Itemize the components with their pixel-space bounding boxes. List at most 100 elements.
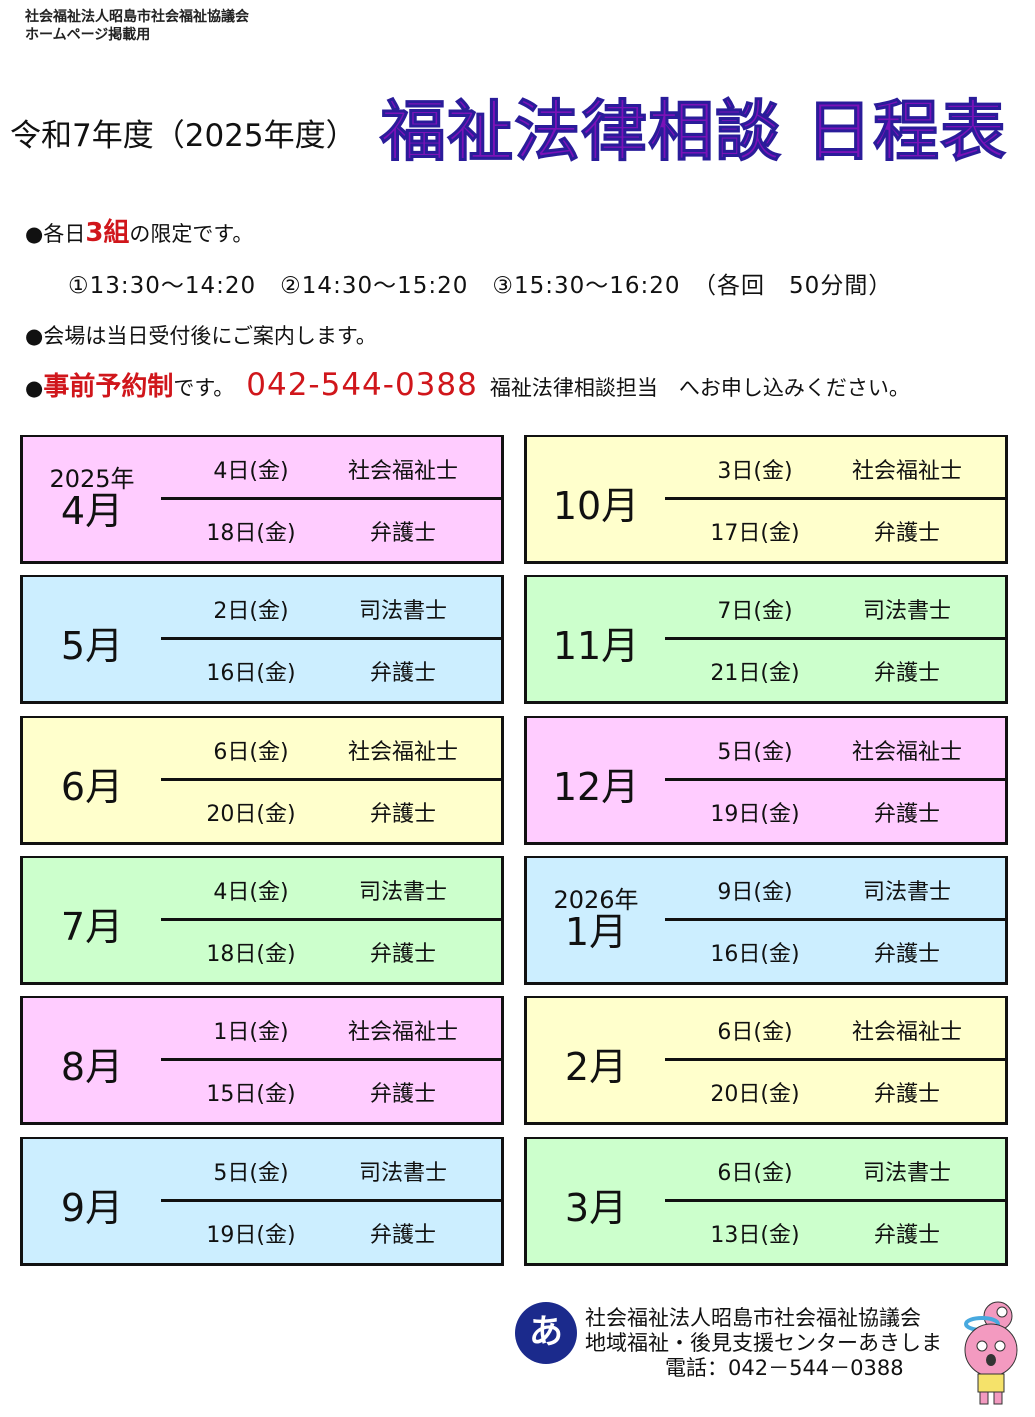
mascot-character-icon bbox=[964, 1301, 1018, 1405]
month-box: 9月 5日(金) 司法書士 19日(金) 弁護士 bbox=[20, 1136, 504, 1266]
consult-date: 19日(金) bbox=[206, 1222, 296, 1248]
row-divider bbox=[161, 1058, 501, 1062]
consult-date: 4日(金) bbox=[213, 459, 289, 484]
month-label: 3月 bbox=[564, 1185, 628, 1230]
row-divider bbox=[161, 637, 501, 641]
footer-center: 地域福祉・後見支援センターあきしま bbox=[585, 1331, 942, 1355]
consultant-type: 弁護士 bbox=[369, 1222, 436, 1248]
month-label: 7月 bbox=[60, 904, 124, 949]
consultant-type: 社会福祉士 bbox=[851, 1020, 962, 1046]
consultant-type: 社会福祉士 bbox=[347, 1020, 458, 1046]
consultant-type: 司法書士 bbox=[358, 599, 447, 625]
consult-date: 6日(金) bbox=[213, 739, 289, 765]
row-divider bbox=[665, 1058, 1005, 1062]
month-label: 5月 bbox=[60, 624, 124, 669]
phone-number[interactable]: 042-544-0388 bbox=[246, 367, 478, 403]
consult-date: 19日(金) bbox=[710, 801, 800, 827]
row-divider bbox=[161, 497, 501, 500]
consultant-type: 弁護士 bbox=[873, 521, 940, 546]
reservation-required: 事前予約制 bbox=[43, 372, 174, 402]
consultant-type: 社会福祉士 bbox=[851, 739, 962, 765]
org-header: 社会福祉法人昭島市社会福祉協議会 ホームページ掲載用 bbox=[25, 8, 249, 44]
consult-date: 13日(金) bbox=[710, 1222, 800, 1248]
month-box: 6月 6日(金) 社会福祉士 20日(金) 弁護士 bbox=[20, 715, 504, 845]
org-name: 社会福祉法人昭島市社会福祉協議会 bbox=[25, 9, 249, 25]
month-box: 7月 4日(金) 司法書士 18日(金) 弁護士 bbox=[20, 855, 504, 985]
row-divider bbox=[161, 777, 501, 781]
consultant-type: 司法書士 bbox=[358, 879, 447, 905]
month-label: 4月 bbox=[60, 489, 124, 533]
month-label: 2月 bbox=[564, 1045, 628, 1090]
consult-date: 20日(金) bbox=[710, 1082, 800, 1108]
consultant-type: 社会福祉士 bbox=[851, 459, 962, 484]
info-venue: ●会場は当日受付後にご案内します。 bbox=[25, 324, 377, 348]
consult-date: 4日(金) bbox=[213, 879, 289, 905]
footer-tel: 電話：042－544－0388 bbox=[665, 1356, 904, 1380]
row-divider bbox=[665, 1198, 1005, 1202]
consult-date: 6日(金) bbox=[717, 1160, 793, 1186]
consult-date: 3日(金) bbox=[717, 459, 793, 484]
month-box: 2月 6日(金) 社会福祉士 20日(金) 弁護士 bbox=[524, 996, 1008, 1126]
consult-date: 15日(金) bbox=[206, 1082, 296, 1108]
consult-date: 18日(金) bbox=[206, 941, 296, 967]
consult-date: 5日(金) bbox=[213, 1160, 289, 1186]
consultant-type: 弁護士 bbox=[369, 1082, 436, 1108]
page-title: 福祉法律相談 日程表 bbox=[380, 93, 1007, 171]
month-box: 5月 2日(金) 司法書士 16日(金) 弁護士 bbox=[20, 575, 504, 705]
consultant-type: 弁護士 bbox=[369, 521, 436, 546]
consultant-type: 弁護士 bbox=[369, 941, 436, 967]
info-limit: ●各日3組の限定です。 bbox=[25, 212, 253, 249]
consult-date: 17日(金) bbox=[710, 521, 800, 546]
consultant-type: 弁護士 bbox=[873, 661, 940, 687]
month-box: 2026年 1月 9日(金) 司法書士 16日(金) 弁護士 bbox=[524, 855, 1008, 985]
month-box: 8月 1日(金) 社会福祉士 15日(金) 弁護士 bbox=[20, 996, 504, 1126]
month-box: 12月 5日(金) 社会福祉士 19日(金) 弁護士 bbox=[524, 715, 1008, 845]
info-reservation: ●事前予約制です。 042-544-0388 福祉法律相談担当 へお申し込みください… bbox=[25, 366, 910, 403]
shakyo-logo-icon: あ bbox=[515, 1302, 577, 1364]
row-divider bbox=[665, 777, 1005, 781]
month-label: 6月 bbox=[60, 764, 124, 809]
consult-date: 18日(金) bbox=[206, 521, 296, 546]
consult-date: 16日(金) bbox=[710, 941, 800, 967]
month-label: 8月 bbox=[60, 1045, 124, 1090]
org-note: ホームページ掲載用 bbox=[25, 27, 151, 43]
month-label: 11月 bbox=[552, 624, 640, 669]
month-box: 3月 6日(金) 司法書士 13日(金) 弁護士 bbox=[524, 1136, 1008, 1266]
consultant-type: 弁護士 bbox=[369, 801, 436, 827]
info-text: 福祉法律相談担当 へお申し込みください。 bbox=[489, 376, 910, 400]
month-box: 11月 7日(金) 司法書士 21日(金) 弁護士 bbox=[524, 575, 1008, 705]
consult-date: 2日(金) bbox=[213, 599, 289, 625]
consult-date: 21日(金) bbox=[710, 661, 800, 687]
consultant-type: 社会福祉士 bbox=[347, 459, 458, 484]
consultant-type: 司法書士 bbox=[862, 879, 951, 905]
month-label: 10月 bbox=[552, 484, 640, 528]
consultant-type: 弁護士 bbox=[369, 661, 436, 687]
consult-date: 5日(金) bbox=[717, 739, 793, 765]
row-divider bbox=[161, 1198, 501, 1202]
consultant-type: 弁護士 bbox=[873, 1222, 940, 1248]
consult-date: 16日(金) bbox=[206, 661, 296, 687]
footer-contact: 社会福祉法人昭島市社会福祉協議会 地域福祉・後見支援センターあきしま 電話：04… bbox=[585, 1306, 942, 1381]
consultant-type: 弁護士 bbox=[873, 941, 940, 967]
month-label: 9月 bbox=[60, 1185, 124, 1230]
time-slots: ①13:30～14:20 ②14:30～15:20 ③15:30～16:20 （… bbox=[68, 273, 893, 299]
consultant-type: 司法書士 bbox=[862, 599, 951, 625]
consultant-type: 司法書士 bbox=[862, 1160, 951, 1186]
consult-date: 6日(金) bbox=[717, 1020, 793, 1046]
month-box: 2025年 4月 4日(金) 社会福祉士 18日(金) 弁護士 bbox=[20, 435, 504, 564]
footer-org: 社会福祉法人昭島市社会福祉協議会 bbox=[585, 1306, 921, 1330]
info-text: ●各日 bbox=[25, 222, 86, 246]
row-divider bbox=[665, 497, 1005, 500]
consultant-type: 弁護士 bbox=[873, 801, 940, 827]
row-divider bbox=[665, 637, 1005, 641]
month-label: 1月 bbox=[564, 909, 628, 954]
month-box: 10月 3日(金) 社会福祉士 17日(金) 弁護士 bbox=[524, 435, 1008, 564]
info-text: です。 bbox=[173, 376, 235, 400]
consultant-type: 弁護士 bbox=[873, 1082, 940, 1108]
consultant-type: 司法書士 bbox=[358, 1160, 447, 1186]
year-label: 2025年 bbox=[49, 465, 135, 493]
consult-date: 9日(金) bbox=[717, 879, 793, 905]
consult-date: 1日(金) bbox=[213, 1020, 289, 1046]
info-text: の限定です。 bbox=[129, 222, 254, 246]
